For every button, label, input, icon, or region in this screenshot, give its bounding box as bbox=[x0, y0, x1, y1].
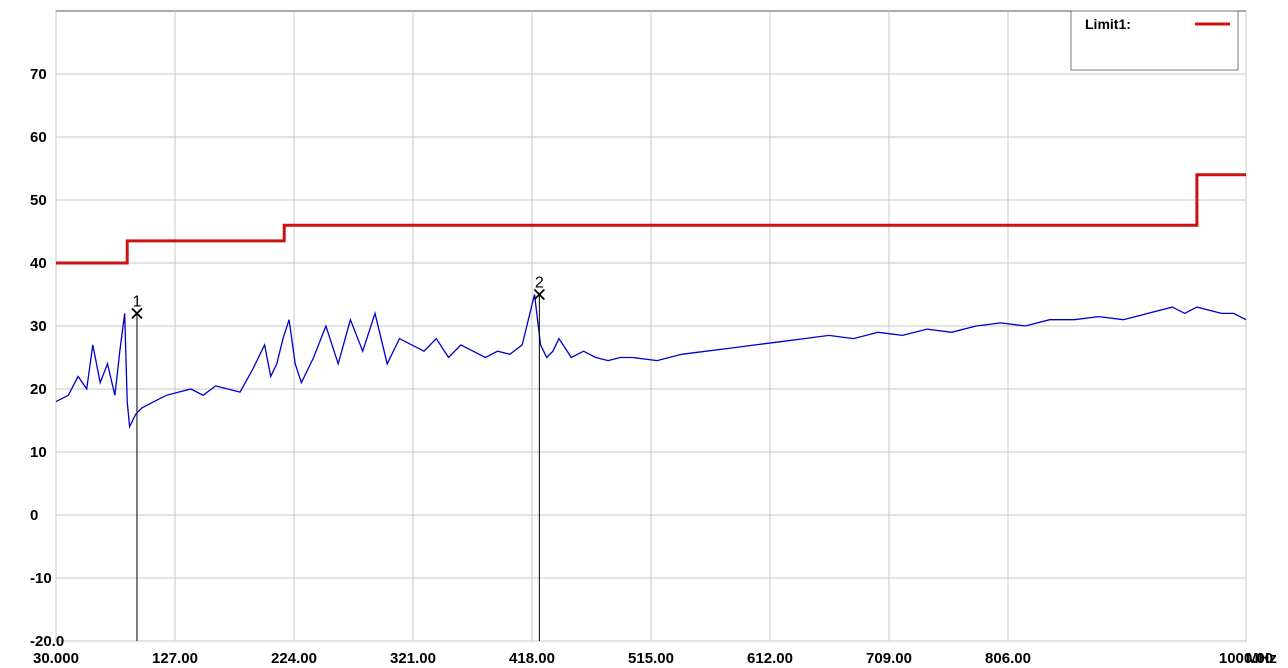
x-tick-label: 418.00 bbox=[509, 650, 555, 667]
marker-label: 2 bbox=[535, 275, 544, 292]
y-tick-label: 70 bbox=[30, 66, 47, 83]
measurement-trace bbox=[55, 294, 1247, 430]
y-tick-label: -20.0 bbox=[30, 633, 64, 650]
x-tick-label: 612.00 bbox=[747, 650, 793, 667]
x-tick-label: 224.00 bbox=[271, 650, 317, 667]
legend-label-limit1: Limit1: bbox=[1085, 16, 1131, 32]
marker-cross bbox=[131, 307, 143, 320]
y-tick-label: 40 bbox=[30, 255, 47, 272]
marker-label: 1 bbox=[133, 293, 142, 310]
y-tick-label: 10 bbox=[30, 444, 47, 461]
x-tick-label: 30.000 bbox=[33, 650, 79, 667]
x-axis-unit: MHz bbox=[1246, 650, 1277, 667]
x-tick-label: 709.00 bbox=[866, 650, 912, 667]
x-tick-label: 1000.00 bbox=[1219, 650, 1273, 667]
x-tick-label: 321.00 bbox=[390, 650, 436, 667]
marker-cross bbox=[533, 288, 545, 301]
limit1-line bbox=[56, 173, 1246, 265]
series-layer bbox=[55, 173, 1247, 430]
y-tick-label: 0 bbox=[30, 507, 38, 524]
x-tick-labels: 30.000 127.00 224.00 321.00 418.00 515.00 612.… bbox=[33, 650, 1273, 667]
y-tick-label: 20 bbox=[30, 381, 47, 398]
y-tick-label: 30 bbox=[30, 318, 47, 335]
x-tick-label: 515.00 bbox=[628, 650, 674, 667]
y-tick-label: -10 bbox=[30, 570, 52, 587]
x-tick-label: 806.00 bbox=[985, 650, 1031, 667]
y-tick-label: 60 bbox=[30, 129, 47, 146]
marker-layer: 12 bbox=[131, 275, 545, 641]
y-tick-labels: 70 60 50 40 30 20 10 0 -10 -20.0 bbox=[30, 66, 64, 650]
grid bbox=[55, 11, 1247, 642]
legend: Limit1: bbox=[1070, 10, 1239, 71]
x-tick-label: 127.00 bbox=[152, 650, 198, 667]
legend-box bbox=[1070, 10, 1239, 71]
y-tick-label: 50 bbox=[30, 192, 47, 209]
